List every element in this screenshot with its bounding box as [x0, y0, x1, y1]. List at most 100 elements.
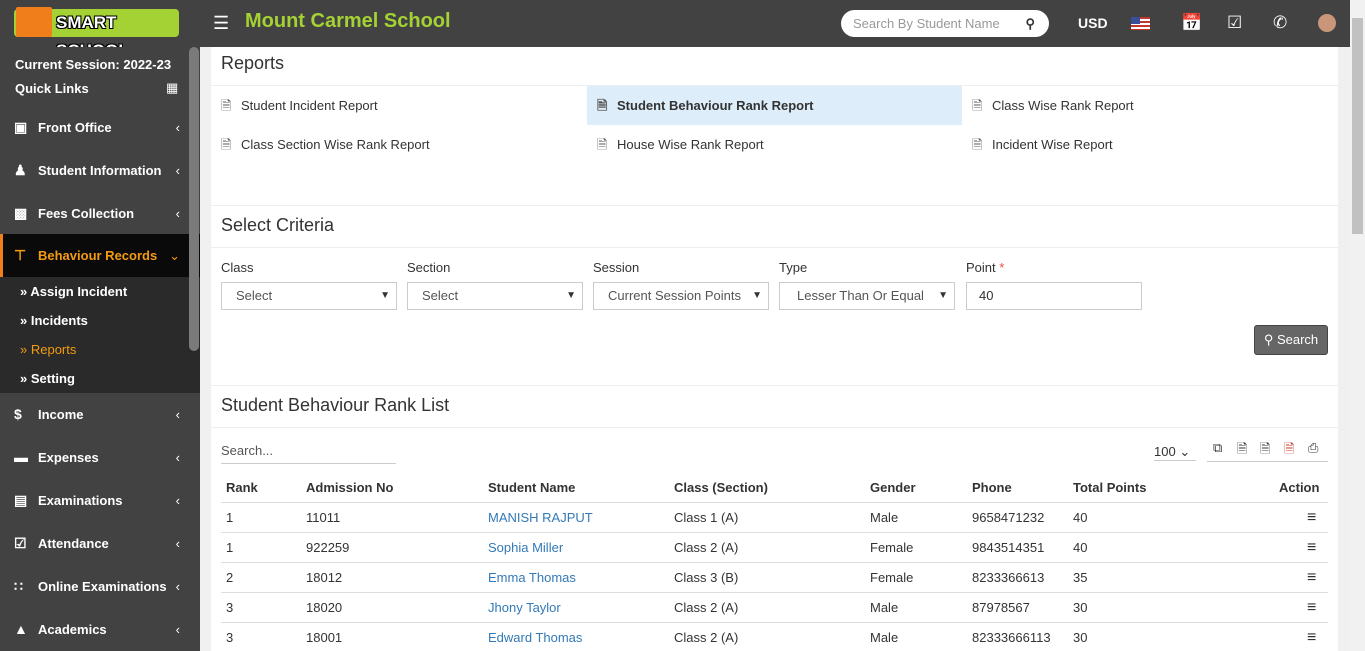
- section-select[interactable]: Select ▼: [407, 282, 583, 310]
- chevron-left-icon: ‹: [175, 622, 180, 637]
- sidebar-item-fees-collection[interactable]: ▩ Fees Collection ‹: [0, 192, 200, 235]
- search-placeholder: Search By Student Name: [853, 16, 1000, 31]
- label: Student Behaviour Rank Report: [617, 98, 814, 113]
- chevron-left-icon: ‹: [175, 206, 180, 221]
- action-menu-icon[interactable]: ≡: [1307, 569, 1317, 586]
- cell-admission-no: 11011: [306, 510, 341, 525]
- sidebar-item-expenses[interactable]: ▬ Expenses ‹: [0, 436, 200, 479]
- sidebar-item-attendance[interactable]: ☑ Attendance ‹: [0, 522, 200, 565]
- chevron-left-icon: ‹: [175, 536, 180, 551]
- cell-student-name[interactable]: Emma Thomas: [488, 570, 576, 585]
- sidebar-item-examinations[interactable]: ▤ Examinations ‹: [0, 479, 200, 522]
- action-menu-icon[interactable]: ≡: [1307, 629, 1317, 646]
- grid-icon[interactable]: ▦: [166, 80, 179, 95]
- dollar-icon: $: [14, 406, 22, 422]
- cell-total-points: 35: [1073, 570, 1088, 585]
- cell-total-points: 30: [1073, 600, 1088, 615]
- report-link-incident-wise[interactable]: 🗎 Incident Wise Report: [962, 125, 1337, 164]
- report-link-house-wise-rank[interactable]: 🗎 House Wise Rank Report: [587, 125, 962, 164]
- action-menu-icon[interactable]: ≡: [1307, 539, 1317, 556]
- label: Front Office: [38, 120, 112, 135]
- menu-toggle-icon[interactable]: ☰: [213, 13, 230, 33]
- sidebar-item-student-information[interactable]: ♟ Student Information ‹: [0, 149, 200, 192]
- csv-icon[interactable]: 🗎: [1260, 441, 1271, 456]
- report-link-class-section-wise-rank[interactable]: 🗎 Class Section Wise Rank Report: [211, 125, 586, 164]
- submenu-setting[interactable]: » Setting: [20, 371, 75, 386]
- submenu-incidents[interactable]: » Incidents: [20, 313, 88, 328]
- scrollbar-thumb[interactable]: [1352, 18, 1363, 234]
- whatsapp-icon[interactable]: ✆: [1273, 13, 1288, 32]
- table-search-input[interactable]: Search...: [221, 440, 396, 464]
- chevron-down-icon: ▼: [938, 290, 948, 301]
- col-class-section[interactable]: Class (Section): [674, 480, 768, 495]
- col-admission-no[interactable]: Admission No: [306, 480, 394, 495]
- class-select[interactable]: Select ▼: [221, 282, 397, 310]
- copy-icon[interactable]: ⧉: [1213, 440, 1223, 455]
- action-menu-icon[interactable]: ≡: [1307, 599, 1317, 616]
- cell-rank: 1: [226, 540, 234, 555]
- pdf-icon[interactable]: 🗎: [1284, 441, 1295, 456]
- behaviour-submenu: » Assign Incident » Incidents » Reports …: [0, 277, 200, 393]
- search-icon[interactable]: ⚲: [1025, 16, 1035, 31]
- cell-student-name[interactable]: MANISH RAJPUT: [488, 510, 593, 525]
- calendar-check-icon: ☑: [14, 535, 27, 551]
- report-link-student-behaviour-rank[interactable]: 🗎 Student Behaviour Rank Report: [587, 86, 962, 125]
- point-label-text: Point: [966, 260, 996, 275]
- col-rank[interactable]: Rank: [226, 480, 258, 495]
- label: Class Wise Rank Report: [992, 98, 1134, 113]
- divider: [211, 247, 1338, 248]
- page-length-select[interactable]: 100 ⌄: [1154, 444, 1196, 461]
- sidebar-item-behaviour-records[interactable]: ⊤ Behaviour Records ⌄: [0, 234, 200, 277]
- print-icon[interactable]: ⎙: [1308, 440, 1319, 455]
- logo[interactable]: SMART SCHOOL: [14, 7, 179, 60]
- student-search-input[interactable]: Search By Student Name ⚲: [841, 10, 1049, 37]
- value: 100: [1154, 444, 1176, 459]
- class-label: Class: [221, 260, 254, 275]
- chevron-left-icon: ‹: [175, 163, 180, 178]
- point-input[interactable]: 40: [966, 282, 1142, 310]
- calendar-icon[interactable]: 📅: [1181, 13, 1203, 32]
- submenu-reports[interactable]: » Reports: [20, 342, 77, 357]
- page-scrollbar[interactable]: [1350, 0, 1365, 651]
- cell-class-section: Class 2 (A): [674, 600, 739, 615]
- avatar[interactable]: [1318, 14, 1336, 32]
- cell-student-name[interactable]: Sophia Miller: [488, 540, 564, 555]
- us-flag-icon[interactable]: [1131, 17, 1150, 30]
- session-select[interactable]: Current Session Points ▼: [593, 282, 769, 310]
- cell-student-name[interactable]: Edward Thomas: [488, 630, 583, 645]
- row-divider: [221, 502, 1328, 503]
- quick-links[interactable]: Quick Links: [15, 81, 89, 96]
- book-logo-icon: [16, 7, 52, 37]
- report-link-student-incident[interactable]: 🗎 Student Incident Report: [211, 86, 586, 125]
- top-header: SMART SCHOOL ☰ Mount Carmel School Searc…: [0, 0, 1350, 60]
- label: Examinations: [38, 493, 123, 508]
- sidebar-item-academics[interactable]: ▲ Academics ‹: [0, 608, 200, 651]
- col-student-name[interactable]: Student Name: [488, 480, 576, 495]
- row-divider: [221, 622, 1328, 623]
- cell-class-section: Class 2 (A): [674, 630, 739, 645]
- cell-class-section: Class 2 (A): [674, 540, 739, 555]
- label: Expenses: [38, 450, 99, 465]
- sidebar-item-front-office[interactable]: ▣ Front Office ‹: [0, 106, 200, 149]
- col-total-points[interactable]: Total Points: [1073, 480, 1147, 495]
- cell-gender: Male: [870, 510, 899, 525]
- sidebar-item-income[interactable]: $ Income ‹: [0, 393, 200, 436]
- cell-rank: 3: [226, 630, 234, 645]
- search-button[interactable]: ⚲ Search: [1254, 325, 1328, 355]
- chevron-down-icon: ▼: [380, 290, 390, 301]
- action-menu-icon[interactable]: ≡: [1307, 509, 1317, 526]
- type-select[interactable]: Lesser Than Or Equal ▼: [779, 282, 955, 310]
- cell-rank: 2: [226, 570, 234, 585]
- sidebar-item-online-examinations[interactable]: ∷ Online Examinations ‹: [0, 565, 200, 608]
- label: Attendance: [38, 536, 109, 551]
- excel-icon[interactable]: 🗎: [1237, 441, 1248, 456]
- col-phone[interactable]: Phone: [972, 480, 1012, 495]
- currency-selector[interactable]: USD: [1078, 15, 1108, 31]
- cell-student-name[interactable]: Jhony Taylor: [488, 600, 561, 615]
- task-check-icon[interactable]: ☑: [1227, 13, 1243, 32]
- col-action: Action: [1279, 480, 1320, 495]
- report-link-class-wise-rank[interactable]: 🗎 Class Wise Rank Report: [962, 86, 1337, 125]
- submenu-assign-incident[interactable]: » Assign Incident: [20, 284, 128, 299]
- col-gender[interactable]: Gender: [870, 480, 916, 495]
- sidebar-scrollbar[interactable]: [189, 47, 199, 351]
